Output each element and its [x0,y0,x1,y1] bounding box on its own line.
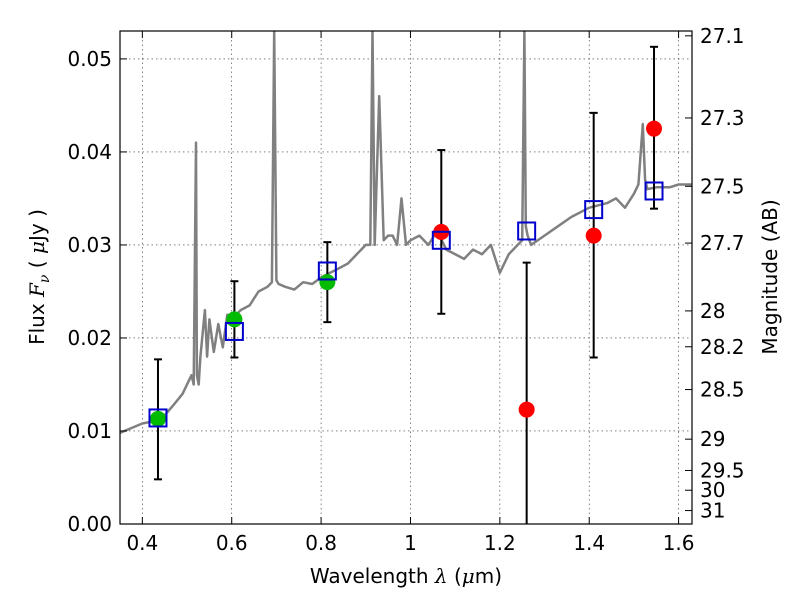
observed-flux-point [226,311,243,328]
magnitude-tick-label: 27.3 [700,106,745,130]
model-photometry-square [431,230,451,250]
model-photometry-square [317,261,337,281]
observed-flux-point [319,274,336,291]
observed-flux-point [646,120,663,137]
y-tick-label: 0.02 [67,326,112,350]
model-photometry-square [517,221,537,241]
observed-flux-point [518,401,535,418]
magnitude-tick-label: 29 [700,427,725,451]
x-tick-label: 1.6 [663,531,695,555]
y-tick-label: 0.03 [67,233,112,257]
magnitude-tick-label: 28.5 [700,378,745,402]
model-photometry-square [644,181,664,201]
magnitude-tick-label: 27.7 [700,231,745,255]
x-tick-label: 1.2 [484,531,516,555]
x-tick-label: 0.8 [305,531,337,555]
spectrum-line [120,31,692,434]
y-tick-label: 0.05 [67,47,112,71]
data-markers [148,45,664,524]
magnitude-tick-label: 28.2 [700,335,745,359]
y-tick-label: 0.00 [67,512,112,536]
x-axis-ticks: 0.4 0.6 0.8 1 1.2 1.4 1.6 [126,31,695,555]
x-tick-label: 1 [404,531,417,555]
magnitude-tick-label: 28 [700,299,725,323]
magnitude-axis-label: Magnitude (AB) [758,199,782,354]
x-tick-label: 0.4 [126,531,158,555]
plot-frame [119,30,693,525]
x-tick-label: 1.4 [573,531,605,555]
model-photometry-square [224,321,244,341]
magnitude-tick-label: 30 [700,478,725,502]
plot-area [120,31,692,434]
magnitude-tick-label: 27.5 [700,174,745,198]
model-photometry-square [584,200,604,220]
model-photometry-square [148,408,168,428]
magnitude-tick-label: 29.5 [700,458,745,482]
x-tick-label: 0.6 [216,531,248,555]
observed-flux-point [585,227,602,244]
y-tick-label: 0.01 [67,419,112,443]
x-axis-label: Wavelength λ (μm) [310,564,502,588]
magnitude-tick-label: 31 [700,499,725,523]
y-axis-label: Flux Fν ( μJy ) [25,209,53,345]
magnitude-tick-label: 27.1 [700,24,745,48]
observed-flux-point [149,410,166,427]
y-axis-ticks: 0.00 0.01 0.02 0.03 0.04 0.05 [67,47,127,536]
y-tick-label: 0.04 [67,140,112,164]
grid-lines [120,31,692,524]
